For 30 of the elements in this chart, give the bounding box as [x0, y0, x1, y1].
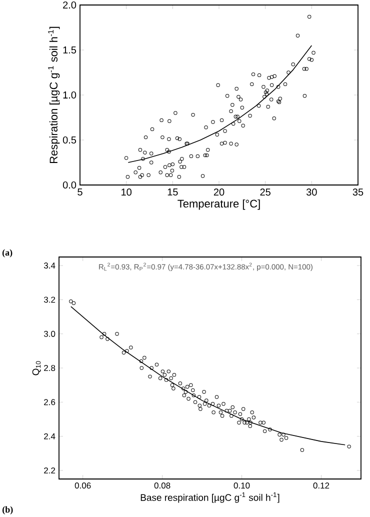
y-axis-title: Respiration [µgC g$^{-1}$ soil h$^{-1}$]	[48, 26, 60, 163]
y-axis-title: Q$_{10}$	[32, 361, 41, 376]
y-tick-label: 0.5	[62, 136, 76, 144]
y-tick-label: 2.6	[44, 399, 56, 406]
text: (b)	[2, 506, 13, 514]
y-tick-label: 3.2	[44, 296, 56, 303]
y-tick-label: 0.0	[62, 181, 76, 189]
x-tick-label: 0.08	[154, 482, 170, 489]
y-tick-label: 2.8	[44, 365, 56, 372]
x-tick-label: 25	[260, 188, 270, 196]
y-tick-label: 2.4	[44, 433, 56, 440]
text: (a)	[2, 249, 12, 258]
x-tick-label: 0.12	[313, 482, 330, 489]
x-tick-label: 5	[78, 188, 82, 196]
x-tick-label: 30	[306, 188, 317, 196]
y-tick-label: 1.0	[63, 91, 76, 99]
x-tick-label: 20	[214, 188, 224, 196]
x-axis-title: Temperature [°C]	[178, 199, 260, 210]
y-tick-label: 2.0	[63, 1, 76, 9]
line-series	[128, 45, 312, 163]
x-tick-label: 35	[352, 188, 364, 196]
x-tick-label: 0.10	[234, 482, 250, 489]
x-tick-label: 0.06	[74, 482, 91, 489]
y-tick-label: 1.5	[63, 46, 76, 54]
x-axis-title: Base respiration [µgC g$^{-1}$ soil h$^{-1}$]	[140, 492, 280, 503]
x-tick-label: 15	[168, 188, 178, 196]
x-tick-label: 10	[122, 188, 132, 196]
y-tick-label: 3.4	[44, 262, 56, 269]
y-tick-label: 2.2	[44, 468, 56, 474]
y-tick-label: 3.0	[44, 330, 56, 337]
